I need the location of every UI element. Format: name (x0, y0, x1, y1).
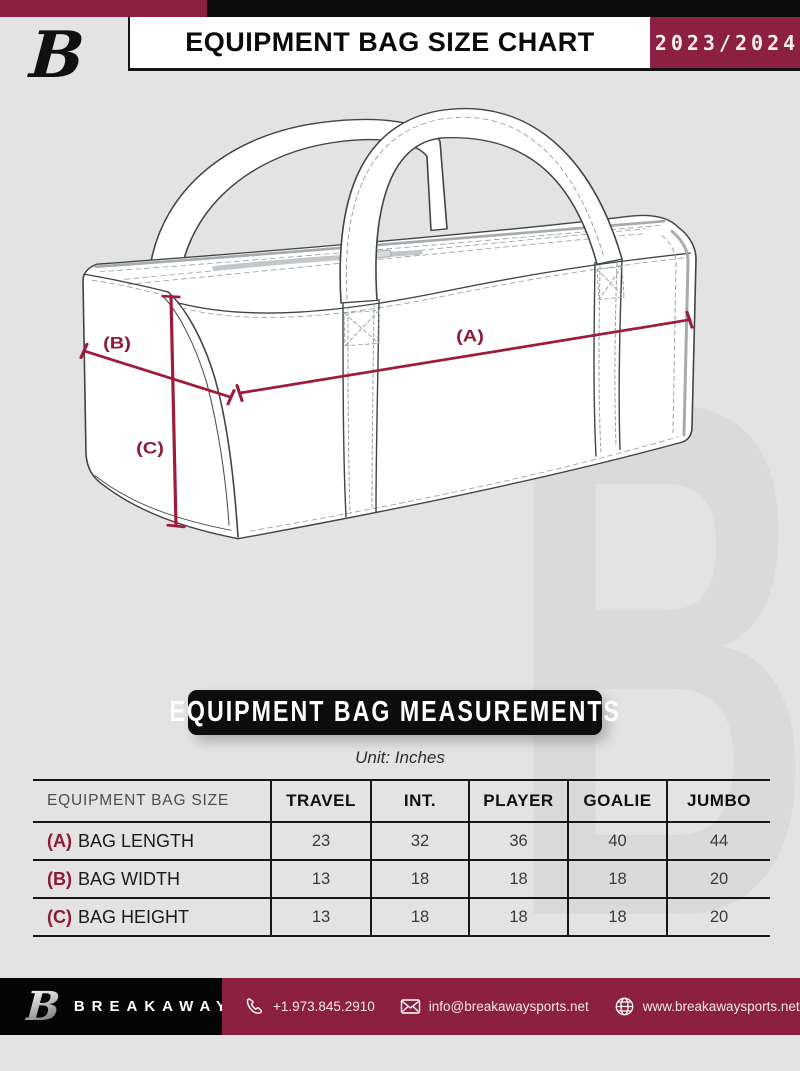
globe-icon (615, 997, 634, 1016)
size-table-header-row: EQUIPMENT BAG SIZE TRAVEL INT. PLAYER GO… (33, 779, 770, 822)
phone-icon (246, 998, 263, 1014)
cell-value: 32 (370, 821, 469, 860)
header-title-row: EQUIPMENT BAG SIZE CHART 2023/2024 (128, 17, 800, 71)
size-table: EQUIPMENT BAG SIZE TRAVEL INT. PLAYER GO… (33, 779, 770, 937)
dimension-line-a (235, 310, 694, 402)
bag-diagram: (A) (B) (C) (79, 107, 697, 540)
season-label: 2023/2024 (654, 30, 800, 55)
measurements-banner-label: EQUIPMENT BAG MEASUREMENTS (169, 696, 621, 728)
bag-body (82, 214, 697, 540)
dimension-line-c (161, 294, 186, 529)
row-key: (A) (47, 830, 72, 851)
size-table-title: EQUIPMENT BAG SIZE (33, 779, 271, 822)
measurements-banner: EQUIPMENT BAG MEASUREMENTS (169, 690, 619, 735)
table-row-bag-length: (A) BAG LENGTH 23 32 36 40 44 (33, 821, 770, 860)
row-label: (B) BAG WIDTH (33, 859, 271, 898)
cell-value: 18 (567, 897, 667, 937)
cell-value: 18 (370, 859, 469, 898)
row-label-text: BAG HEIGHT (78, 906, 190, 927)
row-label: (A) BAG LENGTH (33, 821, 271, 860)
row-key: (B) (47, 868, 72, 889)
cell-value: 13 (270, 897, 371, 937)
unit-note: Unit: Inches (355, 748, 445, 767)
row-label: (C) BAG HEIGHT (33, 897, 271, 937)
contact-phone: +1.973.845.2910 (244, 996, 375, 1017)
column-header-jumbo: JUMBO (666, 779, 770, 822)
page-title: EQUIPMENT BAG SIZE CHART (185, 27, 595, 57)
contact-email: info@breakawaysports.net (400, 998, 589, 1015)
table-row-bag-width: (B) BAG WIDTH 13 18 18 18 20 (33, 859, 770, 898)
zipper-teeth (212, 249, 423, 271)
strap-x-stitch (343, 310, 380, 347)
row-key: (C) (47, 906, 72, 927)
size-chart-poster: { "header": { "logo_letter": "B", "title… (0, 0, 800, 1035)
footer: B BREAKAWAY +1.973.845.2910 info@breakaw… (0, 978, 800, 1035)
column-header-travel: TRAVEL (270, 779, 371, 822)
email-address: info@breakawaysports.net (428, 999, 589, 1014)
table-row-bag-height: (C) BAG HEIGHT 13 18 18 18 20 (33, 897, 770, 937)
title-box: EQUIPMENT BAG SIZE CHART (128, 17, 650, 68)
dimension-label-a: (A) (456, 326, 484, 345)
cell-value: 36 (468, 821, 568, 860)
cell-value: 20 (666, 859, 770, 898)
cell-value: 23 (270, 821, 371, 860)
brand-logo: B (24, 982, 62, 1030)
column-header-goalie: GOALIE (567, 779, 667, 822)
dimension-label-b: (B) (103, 333, 131, 352)
envelope-icon (400, 999, 420, 1014)
cell-value: 18 (370, 897, 469, 937)
footer-brand-block: B BREAKAWAY (0, 978, 226, 1035)
column-header-int: INT. (370, 779, 469, 822)
website-url: www.breakawaysports.net (642, 999, 800, 1014)
cell-value: 13 (270, 859, 371, 898)
column-header-player: PLAYER (468, 779, 568, 822)
header-maroon-strip (0, 0, 207, 17)
cell-value: 18 (567, 859, 667, 898)
contact-website: www.breakawaysports.net (614, 996, 800, 1017)
dimension-lines (79, 294, 694, 529)
brand-name: BREAKAWAY (73, 998, 233, 1015)
strap-x-stitch (596, 266, 625, 300)
header-black-strip (207, 0, 800, 17)
cell-value: 44 (666, 821, 770, 860)
row-label-text: BAG LENGTH (78, 830, 195, 851)
cell-value: 18 (468, 897, 568, 937)
footer-contact-block: +1.973.845.2910 info@breakawaysports.net… (222, 978, 800, 1035)
season-badge: 2023/2024 (650, 17, 800, 68)
row-label-text: BAG WIDTH (78, 868, 180, 889)
cell-value: 18 (468, 859, 568, 898)
phone-number: +1.973.845.2910 (273, 999, 375, 1014)
brand-logo: B (27, 18, 87, 93)
dimension-label-c: (C) (136, 438, 164, 457)
dimension-line-b (79, 342, 236, 406)
bag-far-handle (149, 118, 448, 273)
cell-value: 20 (666, 897, 770, 937)
cell-value: 40 (567, 821, 667, 860)
